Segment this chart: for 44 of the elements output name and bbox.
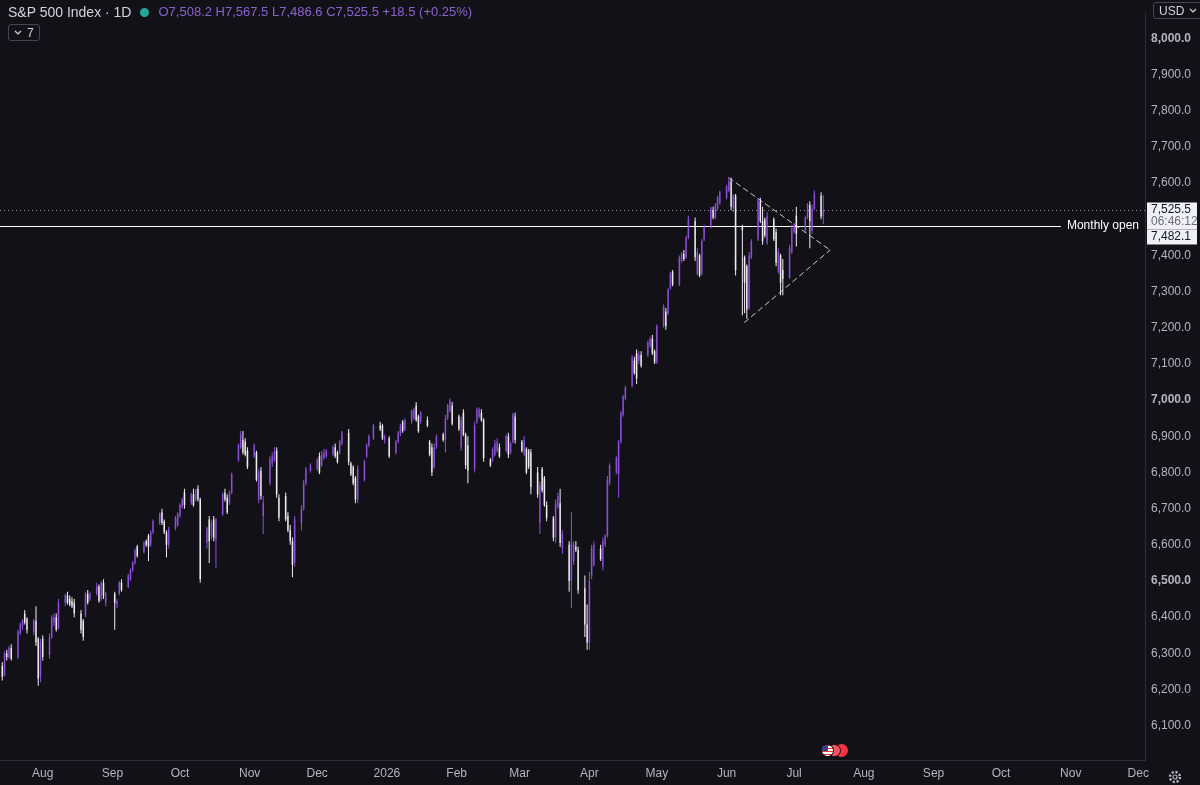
x-tick-label: Dec: [1127, 765, 1149, 780]
x-tick-label: Jul: [786, 765, 802, 780]
y-tick-label: 7,800.0: [1151, 103, 1192, 118]
x-tick-label: Oct: [991, 765, 1012, 780]
y-tick-label: 6,400.0: [1151, 609, 1192, 624]
y-tick-label: 7,600.0: [1151, 175, 1192, 190]
y-tick-label: 8,000.0: [1151, 30, 1192, 45]
x-tick-label: Sep: [101, 765, 124, 780]
y-tick-label: 7,100.0: [1151, 356, 1192, 371]
y-tick-label: 6,900.0: [1151, 428, 1192, 443]
x-tick-label: Nov: [1060, 765, 1082, 780]
y-tick-label: 7,300.0: [1151, 283, 1192, 298]
x-tick-label: Feb: [446, 765, 468, 780]
x-tick-label: Sep: [922, 765, 945, 780]
chart-subtitle: O7,508.2 H7,567.5 L7,486.6 C7,525.5 +18.5 (+0.25%): [158, 3, 473, 21]
y-tick-label: 7,900.0: [1151, 66, 1192, 81]
x-tick-label: Dec: [306, 765, 328, 780]
chart-title: S&P 500 Index · 1D: [8, 3, 132, 21]
x-tick-label: Nov: [239, 765, 261, 780]
y-tick-label: 6,200.0: [1151, 681, 1192, 696]
x-tick-label: Aug: [32, 765, 54, 780]
y-tick-label: 6,300.0: [1151, 645, 1192, 660]
x-tick-label: 2026: [373, 765, 401, 780]
x-tick-label: Apr: [580, 765, 599, 780]
y-tick-label: 6,700.0: [1151, 500, 1192, 515]
y-tick-label: 7,200.0: [1151, 320, 1192, 335]
y-tick-label: 7,700.0: [1151, 139, 1192, 154]
y-tick-label: 6,500.0: [1151, 573, 1192, 588]
x-tick-label: Oct: [170, 765, 190, 780]
y-tick-label: 6,600.0: [1151, 537, 1192, 552]
y-tick-label: 7,400.0: [1151, 247, 1192, 262]
y-tick-label: 7,000.0: [1151, 392, 1192, 407]
x-tick-label: Jun: [716, 765, 737, 780]
x-tick-label: May: [645, 765, 669, 780]
x-tick-label: Mar: [509, 765, 530, 780]
dropdown-button: 7: [8, 24, 40, 41]
y-tick-label: 6,100.0: [1151, 717, 1192, 732]
x-tick-label: Aug: [853, 765, 875, 780]
text: 7,525.5: [1151, 202, 1192, 217]
text: 7,482.1: [1151, 229, 1192, 244]
text: 06:46:12: [1151, 214, 1199, 229]
dropdown-button: USD: [1153, 2, 1200, 19]
y-tick-label: 6,800.0: [1151, 464, 1192, 479]
ref-line-label: Monthly open: [1066, 218, 1139, 233]
